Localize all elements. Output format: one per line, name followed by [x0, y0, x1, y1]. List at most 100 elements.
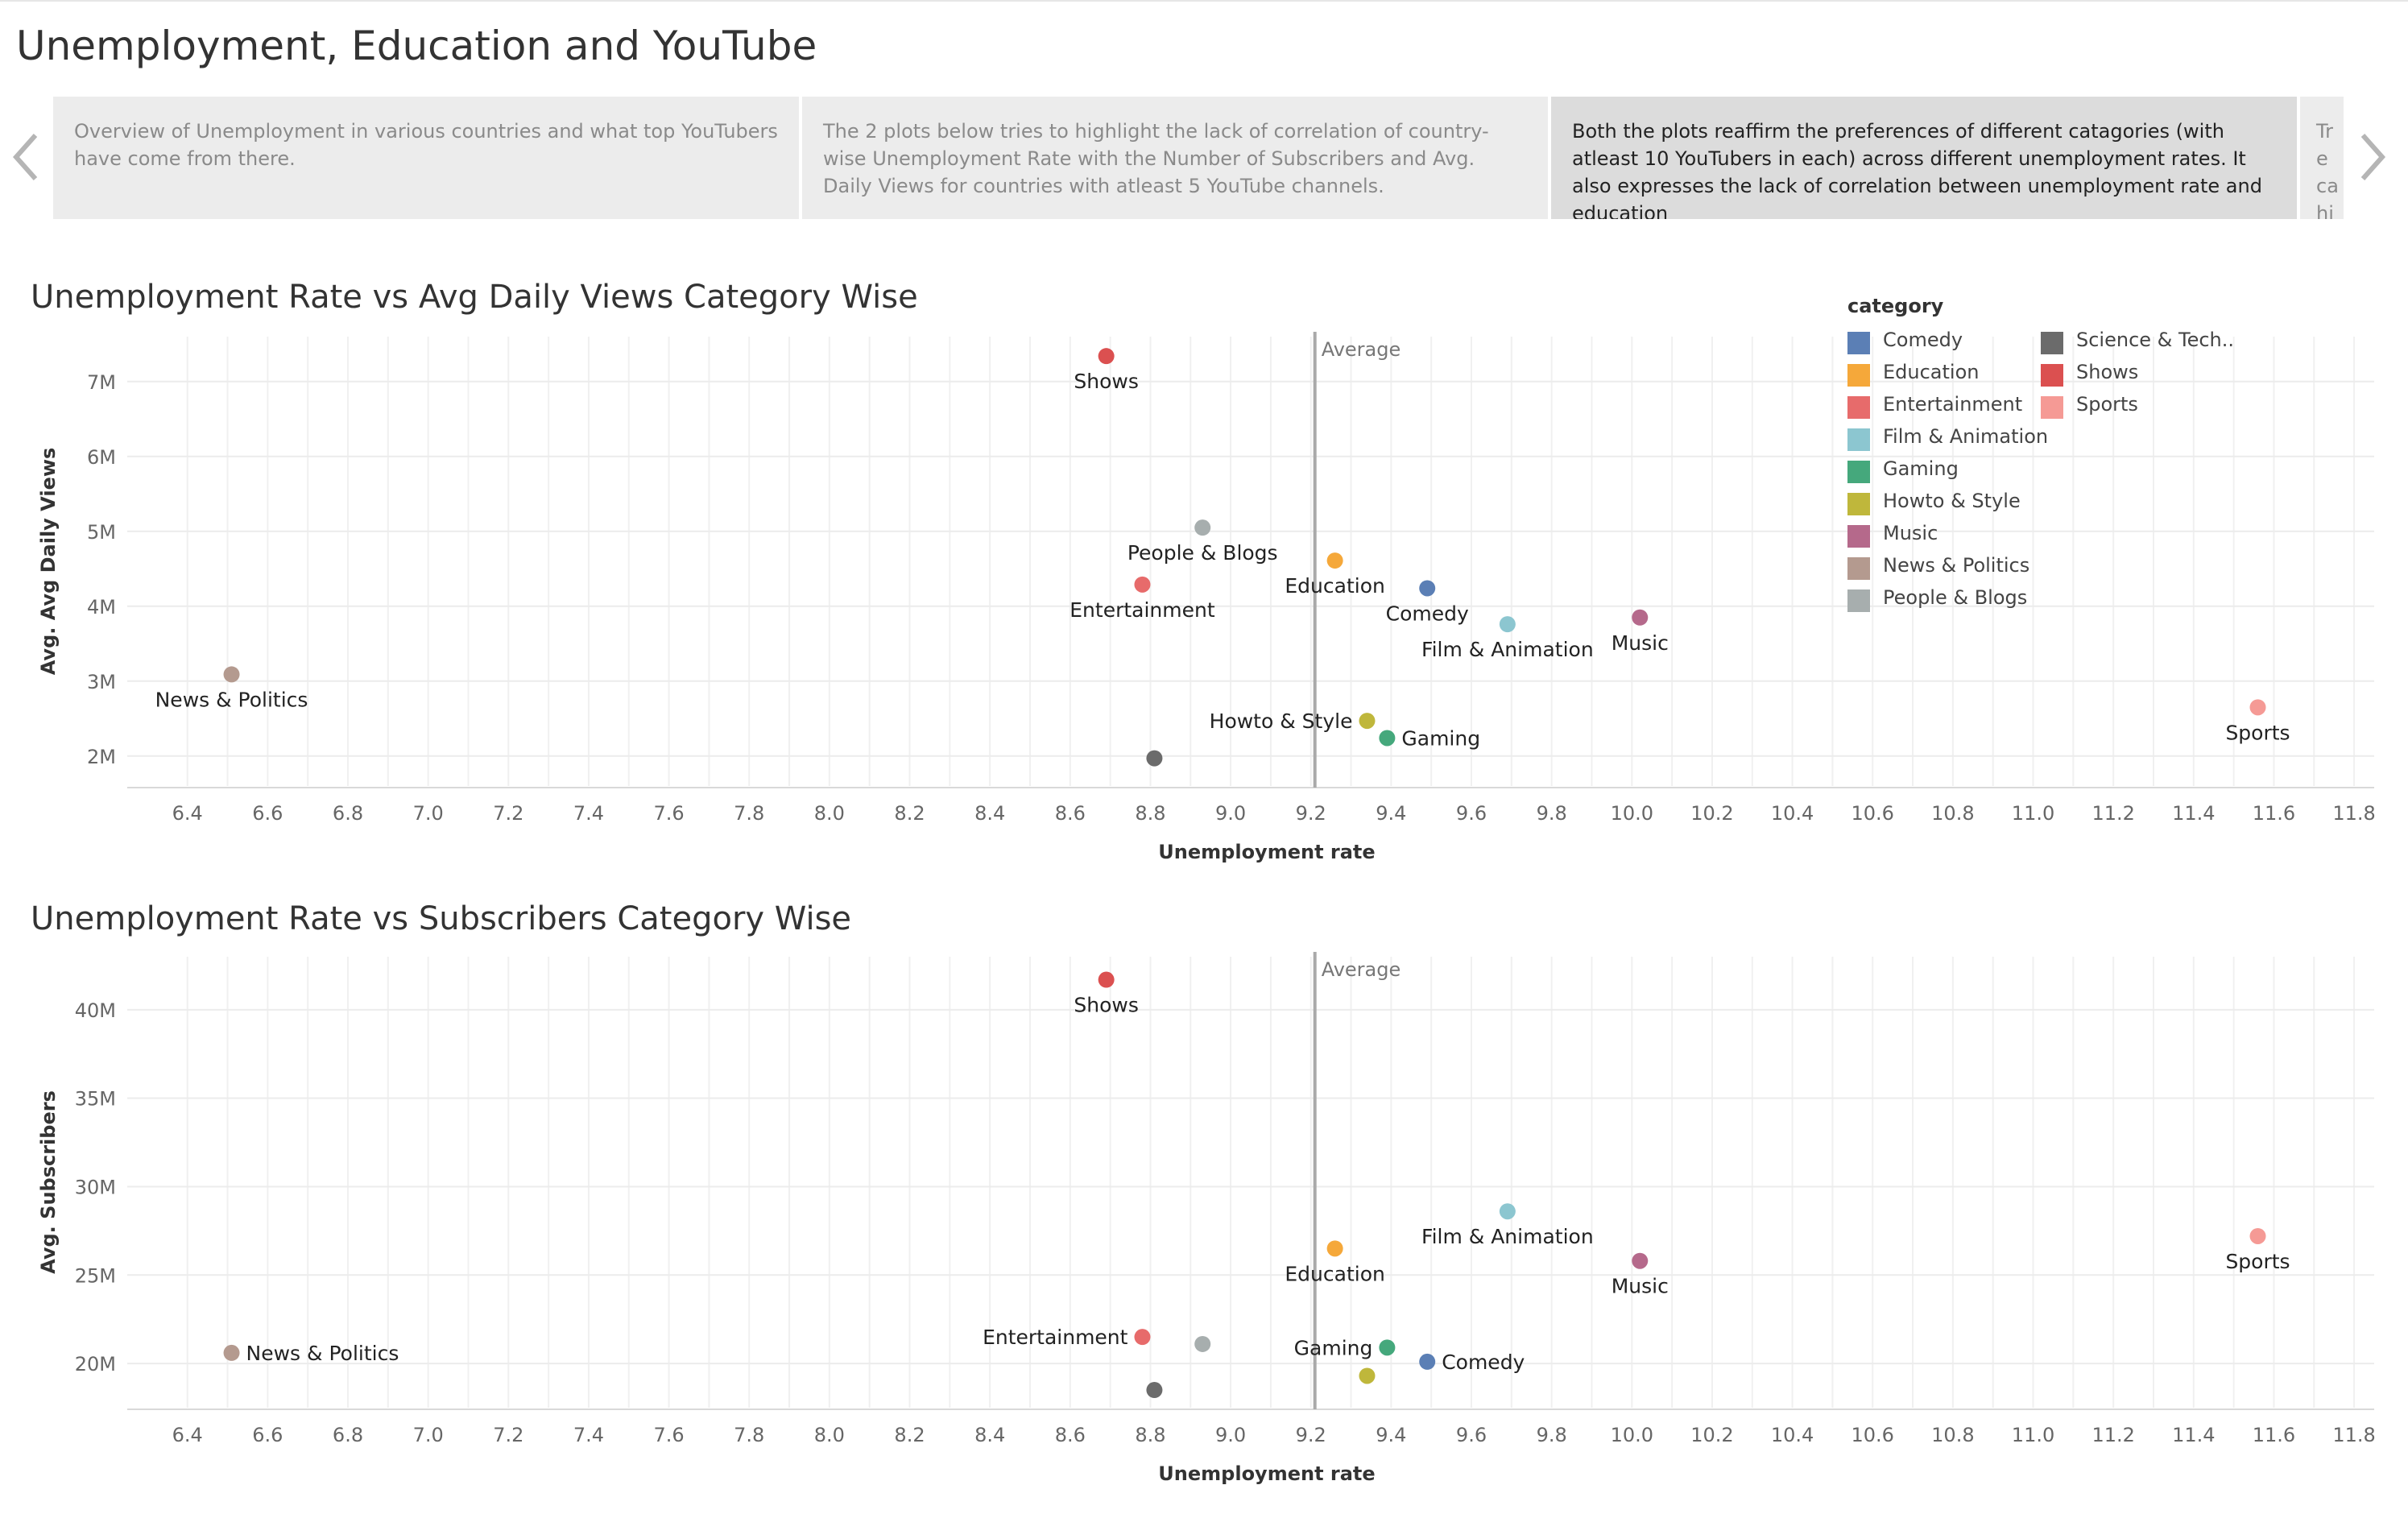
legend-label: People & Blogs [1883, 586, 2028, 609]
y-tick-label: 4M [87, 596, 116, 618]
legend-label: Film & Animation [1883, 425, 2049, 448]
legend-label: Entertainment [1883, 393, 2023, 416]
x-tick-label: 11.0 [2012, 802, 2054, 825]
data-point-gaming[interactable] [1379, 730, 1396, 747]
legend-swatch [1847, 461, 1870, 483]
legend-label: Shows [2076, 361, 2139, 383]
top-divider [0, 0, 2408, 2]
data-point-people-blogs[interactable] [1194, 519, 1211, 536]
x-tick-label: 11.4 [2172, 802, 2215, 825]
data-label-education: Education [1285, 574, 1384, 598]
data-label-entertainment: Entertainment [1070, 598, 1215, 622]
data-point-entertainment[interactable] [1134, 576, 1151, 593]
data-label-howto-style: Howto & Style [1210, 709, 1353, 733]
data-point-news-politics[interactable] [223, 666, 240, 683]
y-axis-title: Avg. Avg Daily Views [37, 448, 60, 676]
data-label-gaming: Gaming [1401, 726, 1480, 750]
x-tick-label: 8.2 [894, 1424, 925, 1446]
y-tick-label: 35M [75, 1088, 116, 1111]
legend-label: News & Politics [1883, 554, 2030, 577]
data-point-shows[interactable] [1098, 348, 1115, 365]
data-point-gaming[interactable] [1379, 1339, 1396, 1356]
data-point-people-blogs[interactable] [1194, 1335, 1211, 1352]
story-point-2[interactable]: The 2 plots below tries to highlight the… [802, 97, 1548, 219]
x-tick-label: 11.2 [2091, 1424, 2134, 1446]
legend-swatch [1847, 557, 1870, 580]
data-point-sports[interactable] [2249, 1227, 2266, 1244]
data-point-film-animation[interactable] [1499, 1203, 1516, 1220]
story-prev-button[interactable] [6, 129, 47, 185]
story-point-text: The 2 plots below tries to highlight the… [823, 120, 1489, 197]
x-tick-label: 8.4 [974, 1424, 1005, 1446]
x-tick-label: 8.0 [814, 1424, 845, 1446]
y-tick-label: 3M [87, 671, 116, 693]
x-tick-label: 11.4 [2172, 1424, 2215, 1446]
story-point-3[interactable]: Both the plots reaffirm the preferences … [1551, 97, 2297, 219]
legend-swatch [1847, 396, 1870, 419]
data-label-education: Education [1285, 1262, 1384, 1285]
x-tick-label: 10.4 [1771, 1424, 1814, 1446]
story-point-1[interactable]: Overview of Unemployment in various coun… [53, 97, 799, 219]
x-tick-label: 9.4 [1376, 1424, 1406, 1446]
story-point-4[interactable]: Tre ca hig [2300, 97, 2344, 219]
data-label-shows: Shows [1074, 994, 1138, 1017]
legend-swatch [1847, 589, 1870, 612]
legend-swatch [2041, 332, 2063, 354]
y-tick-label: 2M [87, 746, 116, 768]
data-point-comedy[interactable] [1419, 1353, 1436, 1370]
x-tick-label: 10.8 [1931, 802, 1974, 825]
story-next-button[interactable] [2352, 129, 2392, 185]
x-tick-label: 9.6 [1456, 1424, 1487, 1446]
legend-swatch [1847, 428, 1870, 451]
legend-label: Comedy [1883, 329, 1963, 351]
data-label-people-blogs: People & Blogs [1127, 541, 1278, 565]
data-point-shows[interactable] [1098, 971, 1115, 988]
data-point-sports[interactable] [2249, 699, 2266, 716]
x-tick-label: 8.4 [974, 802, 1005, 825]
story-point-text: Tre ca hig [2316, 120, 2339, 219]
chevron-right-icon [2360, 134, 2386, 180]
data-point-education[interactable] [1326, 1240, 1343, 1257]
data-point-comedy[interactable] [1419, 580, 1436, 597]
y-tick-label: 20M [75, 1353, 116, 1375]
average-line-label: Average [1322, 958, 1401, 981]
chart-1-views-scatter: 2M 3M 4M 5M 6M 7M 6.4 6.6 6.8 7.0 7.2 7.4 7.6 7.8 8.0 8… [37, 332, 2376, 863]
data-point-howto-style[interactable] [1359, 713, 1376, 730]
x-tick-label: 10.2 [1690, 1424, 1733, 1446]
data-point-howto-style[interactable] [1359, 1367, 1376, 1384]
x-tick-label: 10.2 [1690, 802, 1733, 825]
legend-label: Sports [2076, 393, 2138, 416]
data-point-film-animation[interactable] [1499, 616, 1516, 633]
x-tick-label: 8.6 [1055, 802, 1086, 825]
data-label-news-politics: News & Politics [246, 1342, 399, 1365]
x-tick-label: 7.4 [573, 1424, 604, 1446]
x-tick-label: 6.6 [252, 1424, 283, 1446]
chevron-left-icon [12, 134, 38, 180]
data-point-music[interactable] [1632, 1252, 1649, 1269]
data-point-education[interactable] [1326, 552, 1343, 569]
x-tick-label: 8.8 [1135, 802, 1165, 825]
x-tick-label: 11.8 [2332, 1424, 2375, 1446]
data-point-music[interactable] [1632, 609, 1649, 626]
data-point-science-tech[interactable] [1146, 1382, 1163, 1399]
data-label-comedy: Comedy [1386, 602, 1469, 625]
data-point-science-tech[interactable] [1146, 750, 1163, 767]
x-tick-label: 7.0 [413, 1424, 444, 1446]
x-tick-label: 7.4 [573, 802, 604, 825]
x-tick-label: 8.2 [894, 802, 925, 825]
chart-1-title: Unemployment Rate vs Avg Daily Views Cat… [31, 279, 918, 316]
x-tick-label: 9.2 [1296, 802, 1326, 825]
legend-swatch [2041, 396, 2063, 419]
average-line-label: Average [1322, 338, 1401, 361]
data-point-entertainment[interactable] [1134, 1329, 1151, 1346]
data-label-film-animation: Film & Animation [1421, 638, 1594, 661]
y-axis-title: Avg. Subscribers [37, 1090, 60, 1274]
x-tick-label: 10.6 [1852, 1424, 1894, 1446]
data-point-news-politics[interactable] [223, 1344, 240, 1361]
legend-label: Gaming [1883, 457, 1959, 480]
legend-swatch [1847, 332, 1870, 354]
legend-swatch [2041, 364, 2063, 387]
x-tick-label: 7.8 [734, 1424, 764, 1446]
legend-swatch [1847, 493, 1870, 515]
y-tick-label: 40M [75, 999, 116, 1022]
